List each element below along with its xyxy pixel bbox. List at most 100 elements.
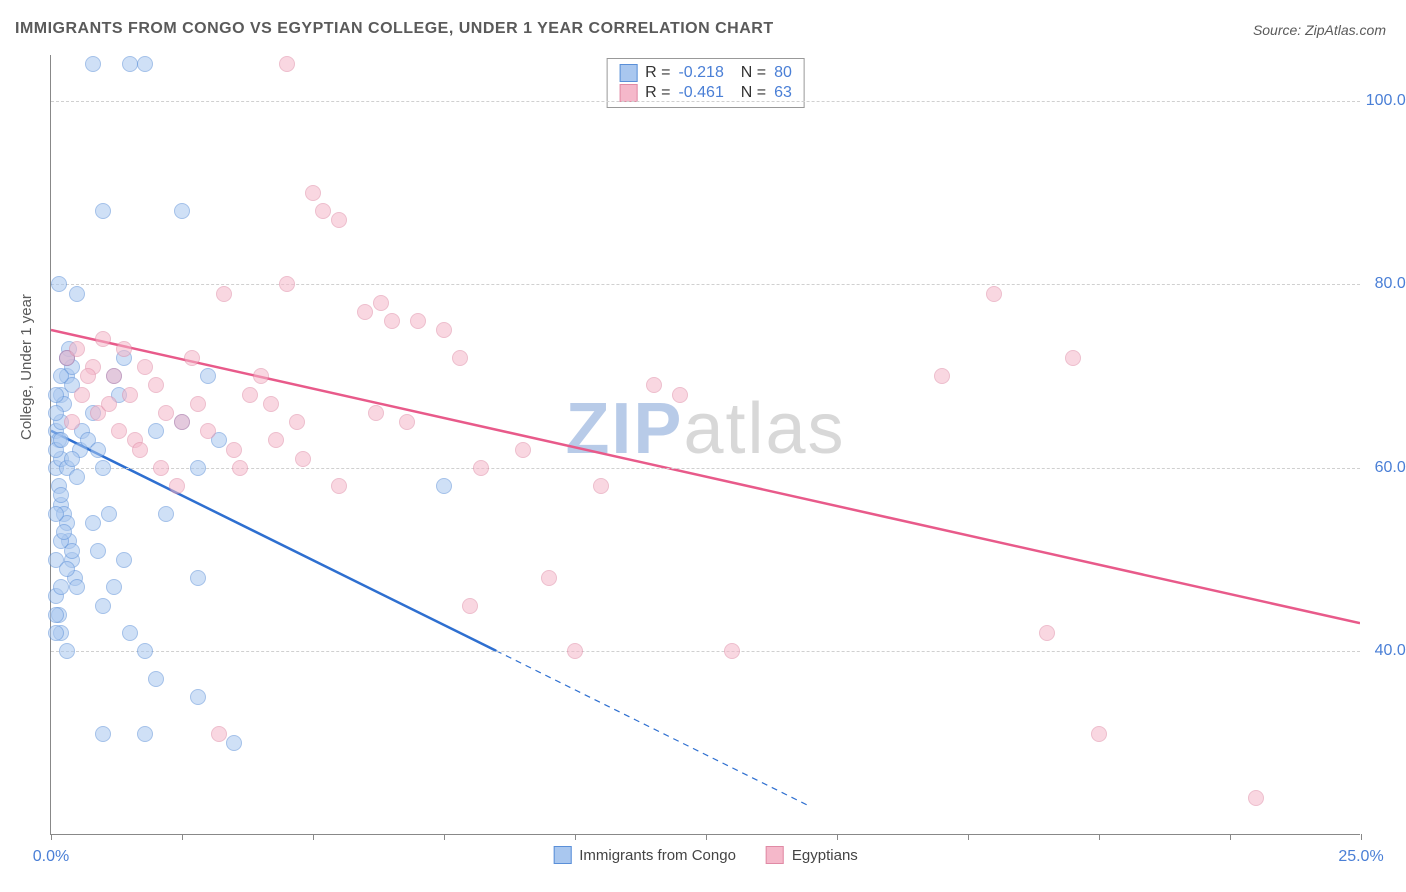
data-point [373, 295, 389, 311]
data-point [462, 598, 478, 614]
data-point [331, 478, 347, 494]
data-point [331, 212, 347, 228]
data-point [567, 643, 583, 659]
data-point [226, 735, 242, 751]
data-point [158, 405, 174, 421]
data-point [95, 331, 111, 347]
source-label: Source: ZipAtlas.com [1253, 22, 1386, 38]
data-point [368, 405, 384, 421]
legend-r-label: R = [645, 84, 670, 102]
data-point [1091, 726, 1107, 742]
x-tick [1099, 834, 1100, 840]
data-point [174, 414, 190, 430]
data-point [137, 726, 153, 742]
data-point [80, 368, 96, 384]
legend-swatch-congo [619, 64, 637, 82]
legend-n-label: N = [732, 84, 766, 102]
data-point [315, 203, 331, 219]
x-tick-label: 0.0% [33, 848, 69, 866]
data-point [452, 350, 468, 366]
trend-line-extrapolated [496, 651, 810, 807]
x-tick [837, 834, 838, 840]
data-point [69, 469, 85, 485]
data-point [473, 460, 489, 476]
data-point [357, 304, 373, 320]
x-tick [1361, 834, 1362, 840]
data-point [90, 442, 106, 458]
data-point [85, 515, 101, 531]
legend-swatch-icon [553, 846, 571, 864]
x-tick [968, 834, 969, 840]
watermark-part2: atlas [683, 389, 845, 469]
data-point [593, 478, 609, 494]
data-point [85, 56, 101, 72]
data-point [153, 460, 169, 476]
y-tick-label: 40.0% [1375, 642, 1406, 660]
gridline [51, 284, 1360, 285]
data-point [137, 643, 153, 659]
legend-label-egyptians: Egyptians [792, 847, 858, 864]
data-point [279, 56, 295, 72]
data-point [515, 442, 531, 458]
data-point [305, 185, 321, 201]
data-point [95, 203, 111, 219]
data-point [436, 322, 452, 338]
data-point [1039, 625, 1055, 641]
data-point [986, 286, 1002, 302]
data-point [226, 442, 242, 458]
chart-title: IMMIGRANTS FROM CONGO VS EGYPTIAN COLLEG… [15, 20, 774, 38]
data-point [211, 726, 227, 742]
data-point [64, 451, 80, 467]
legend-row-congo: R = -0.218 N = 80 [619, 63, 792, 83]
legend-swatch-egyptians [619, 84, 637, 102]
data-point [53, 579, 69, 595]
legend-item-egyptians: Egyptians [766, 846, 858, 864]
data-point [279, 276, 295, 292]
gridline [51, 101, 1360, 102]
legend-r-value-egyptians: -0.461 [678, 84, 723, 102]
y-tick-label: 60.0% [1375, 459, 1406, 477]
data-point [148, 377, 164, 393]
legend-n-value-congo: 80 [774, 64, 792, 82]
data-point [148, 671, 164, 687]
data-point [48, 387, 64, 403]
data-point [190, 396, 206, 412]
data-point [184, 350, 200, 366]
data-point [242, 387, 258, 403]
data-point [53, 487, 69, 503]
data-point [95, 598, 111, 614]
watermark: ZIPatlas [565, 388, 845, 470]
data-point [672, 387, 688, 403]
data-point [111, 423, 127, 439]
data-point [268, 432, 284, 448]
data-point [59, 643, 75, 659]
data-point [1248, 790, 1264, 806]
data-point [74, 387, 90, 403]
x-tick [444, 834, 445, 840]
trend-line [51, 431, 496, 651]
data-point [53, 368, 69, 384]
data-point [646, 377, 662, 393]
data-point [64, 543, 80, 559]
data-point [148, 423, 164, 439]
y-tick-label: 100.0% [1366, 92, 1406, 110]
y-axis-label: College, Under 1 year [18, 294, 35, 440]
trend-line [51, 330, 1360, 623]
data-point [116, 552, 132, 568]
data-point [132, 442, 148, 458]
data-point [69, 341, 85, 357]
legend-label-congo: Immigrants from Congo [579, 847, 736, 864]
x-tick [182, 834, 183, 840]
data-point [174, 203, 190, 219]
data-point [48, 506, 64, 522]
data-point [122, 387, 138, 403]
data-point [69, 579, 85, 595]
data-point [190, 570, 206, 586]
data-point [295, 451, 311, 467]
data-point [289, 414, 305, 430]
gridline [51, 651, 1360, 652]
x-tick [51, 834, 52, 840]
legend-n-value-egyptians: 63 [774, 84, 792, 102]
legend-n-label: N = [732, 64, 766, 82]
data-point [48, 625, 64, 641]
